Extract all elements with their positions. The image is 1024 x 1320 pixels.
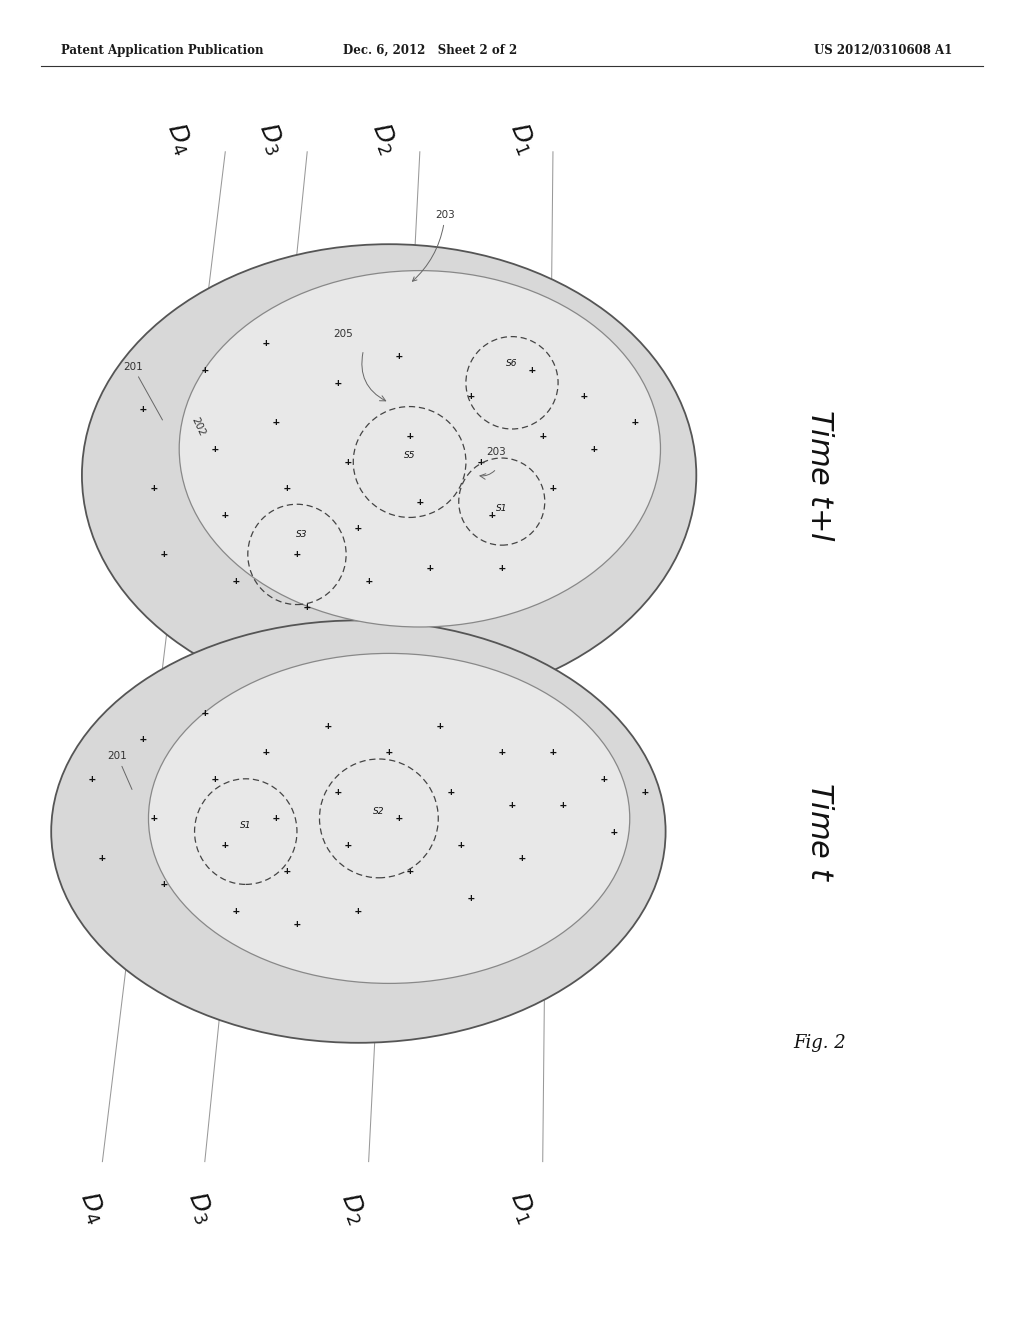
- Text: 201: 201: [123, 362, 163, 420]
- Text: +: +: [89, 774, 95, 784]
- Text: +: +: [151, 813, 157, 824]
- Text: +: +: [232, 906, 239, 916]
- Text: +: +: [396, 813, 402, 824]
- Text: +: +: [304, 602, 310, 612]
- Text: S6: S6: [506, 359, 518, 367]
- Text: +: +: [529, 364, 536, 375]
- Text: +: +: [601, 774, 607, 784]
- Text: +: +: [284, 866, 290, 876]
- Text: S3: S3: [296, 531, 308, 539]
- Text: +: +: [335, 787, 341, 797]
- Text: Time $t$+$l$: Time $t$+$l$: [805, 409, 834, 541]
- Text: S1: S1: [496, 504, 508, 512]
- Text: +: +: [437, 721, 443, 731]
- Text: $D_{1}$: $D_{1}$: [505, 119, 540, 158]
- Text: +: +: [355, 906, 361, 916]
- Ellipse shape: [82, 244, 696, 706]
- Text: +: +: [499, 562, 505, 573]
- Text: +: +: [560, 800, 566, 810]
- Text: $D_{1}$: $D_{1}$: [505, 1188, 540, 1228]
- Text: +: +: [581, 391, 587, 401]
- Text: +: +: [458, 840, 464, 850]
- Text: +: +: [366, 576, 372, 586]
- Text: +: +: [294, 919, 300, 929]
- Text: +: +: [212, 774, 218, 784]
- Text: +: +: [478, 457, 484, 467]
- Text: +: +: [499, 747, 505, 758]
- Text: Fig. 2: Fig. 2: [793, 1034, 846, 1052]
- Text: +: +: [407, 430, 413, 441]
- Text: +: +: [417, 496, 423, 507]
- Text: +: +: [540, 430, 546, 441]
- Text: +: +: [355, 523, 361, 533]
- Text: Dec. 6, 2012   Sheet 2 of 2: Dec. 6, 2012 Sheet 2 of 2: [343, 44, 517, 57]
- Text: +: +: [519, 853, 525, 863]
- Text: 205: 205: [333, 329, 352, 339]
- Text: +: +: [550, 747, 556, 758]
- Text: +: +: [468, 391, 474, 401]
- Text: S5: S5: [403, 451, 416, 459]
- Text: +: +: [222, 510, 228, 520]
- Text: +: +: [345, 457, 351, 467]
- Text: $D_{3}$: $D_{3}$: [253, 119, 290, 158]
- Text: +: +: [468, 892, 474, 903]
- Text: Patent Application Publication: Patent Application Publication: [61, 44, 264, 57]
- Ellipse shape: [179, 271, 660, 627]
- Text: +: +: [642, 787, 648, 797]
- Text: S1: S1: [240, 821, 252, 829]
- Text: +: +: [212, 444, 218, 454]
- Text: +: +: [140, 734, 146, 744]
- Text: +: +: [294, 549, 300, 560]
- Text: 203: 203: [413, 210, 455, 281]
- Text: +: +: [232, 576, 239, 586]
- Text: +: +: [611, 826, 617, 837]
- Text: +: +: [447, 787, 454, 797]
- Text: +: +: [151, 483, 157, 494]
- Text: +: +: [407, 866, 413, 876]
- Text: +: +: [386, 747, 392, 758]
- Text: +: +: [284, 483, 290, 494]
- Text: +: +: [202, 708, 208, 718]
- Ellipse shape: [51, 620, 666, 1043]
- Text: US 2012/0310608 A1: US 2012/0310608 A1: [814, 44, 952, 57]
- Text: +: +: [161, 549, 167, 560]
- Text: +: +: [550, 483, 556, 494]
- Text: +: +: [396, 351, 402, 362]
- Text: $D_{4}$: $D_{4}$: [161, 119, 198, 158]
- Text: +: +: [591, 444, 597, 454]
- Text: +: +: [140, 404, 146, 414]
- Text: +: +: [509, 800, 515, 810]
- Text: +: +: [632, 417, 638, 428]
- Text: Time $t$: Time $t$: [805, 781, 834, 882]
- Text: +: +: [488, 510, 495, 520]
- Text: S2: S2: [373, 808, 385, 816]
- Text: $D_{3}$: $D_{3}$: [181, 1188, 218, 1228]
- Ellipse shape: [148, 653, 630, 983]
- Text: $D_{4}$: $D_{4}$: [74, 1188, 111, 1228]
- Text: 201: 201: [108, 751, 132, 789]
- Text: +: +: [222, 840, 228, 850]
- Text: +: +: [427, 562, 433, 573]
- Text: +: +: [273, 813, 280, 824]
- Text: 203: 203: [486, 447, 506, 458]
- Text: $D_{2}$: $D_{2}$: [336, 1189, 371, 1226]
- Text: +: +: [161, 879, 167, 890]
- Text: +: +: [335, 378, 341, 388]
- Text: $D_{2}$: $D_{2}$: [367, 120, 401, 157]
- Text: +: +: [263, 338, 269, 348]
- Text: +: +: [263, 747, 269, 758]
- Text: +: +: [345, 840, 351, 850]
- Text: +: +: [99, 853, 105, 863]
- Text: +: +: [325, 721, 331, 731]
- Text: 202: 202: [189, 416, 207, 438]
- Text: +: +: [202, 364, 208, 375]
- Text: +: +: [273, 417, 280, 428]
